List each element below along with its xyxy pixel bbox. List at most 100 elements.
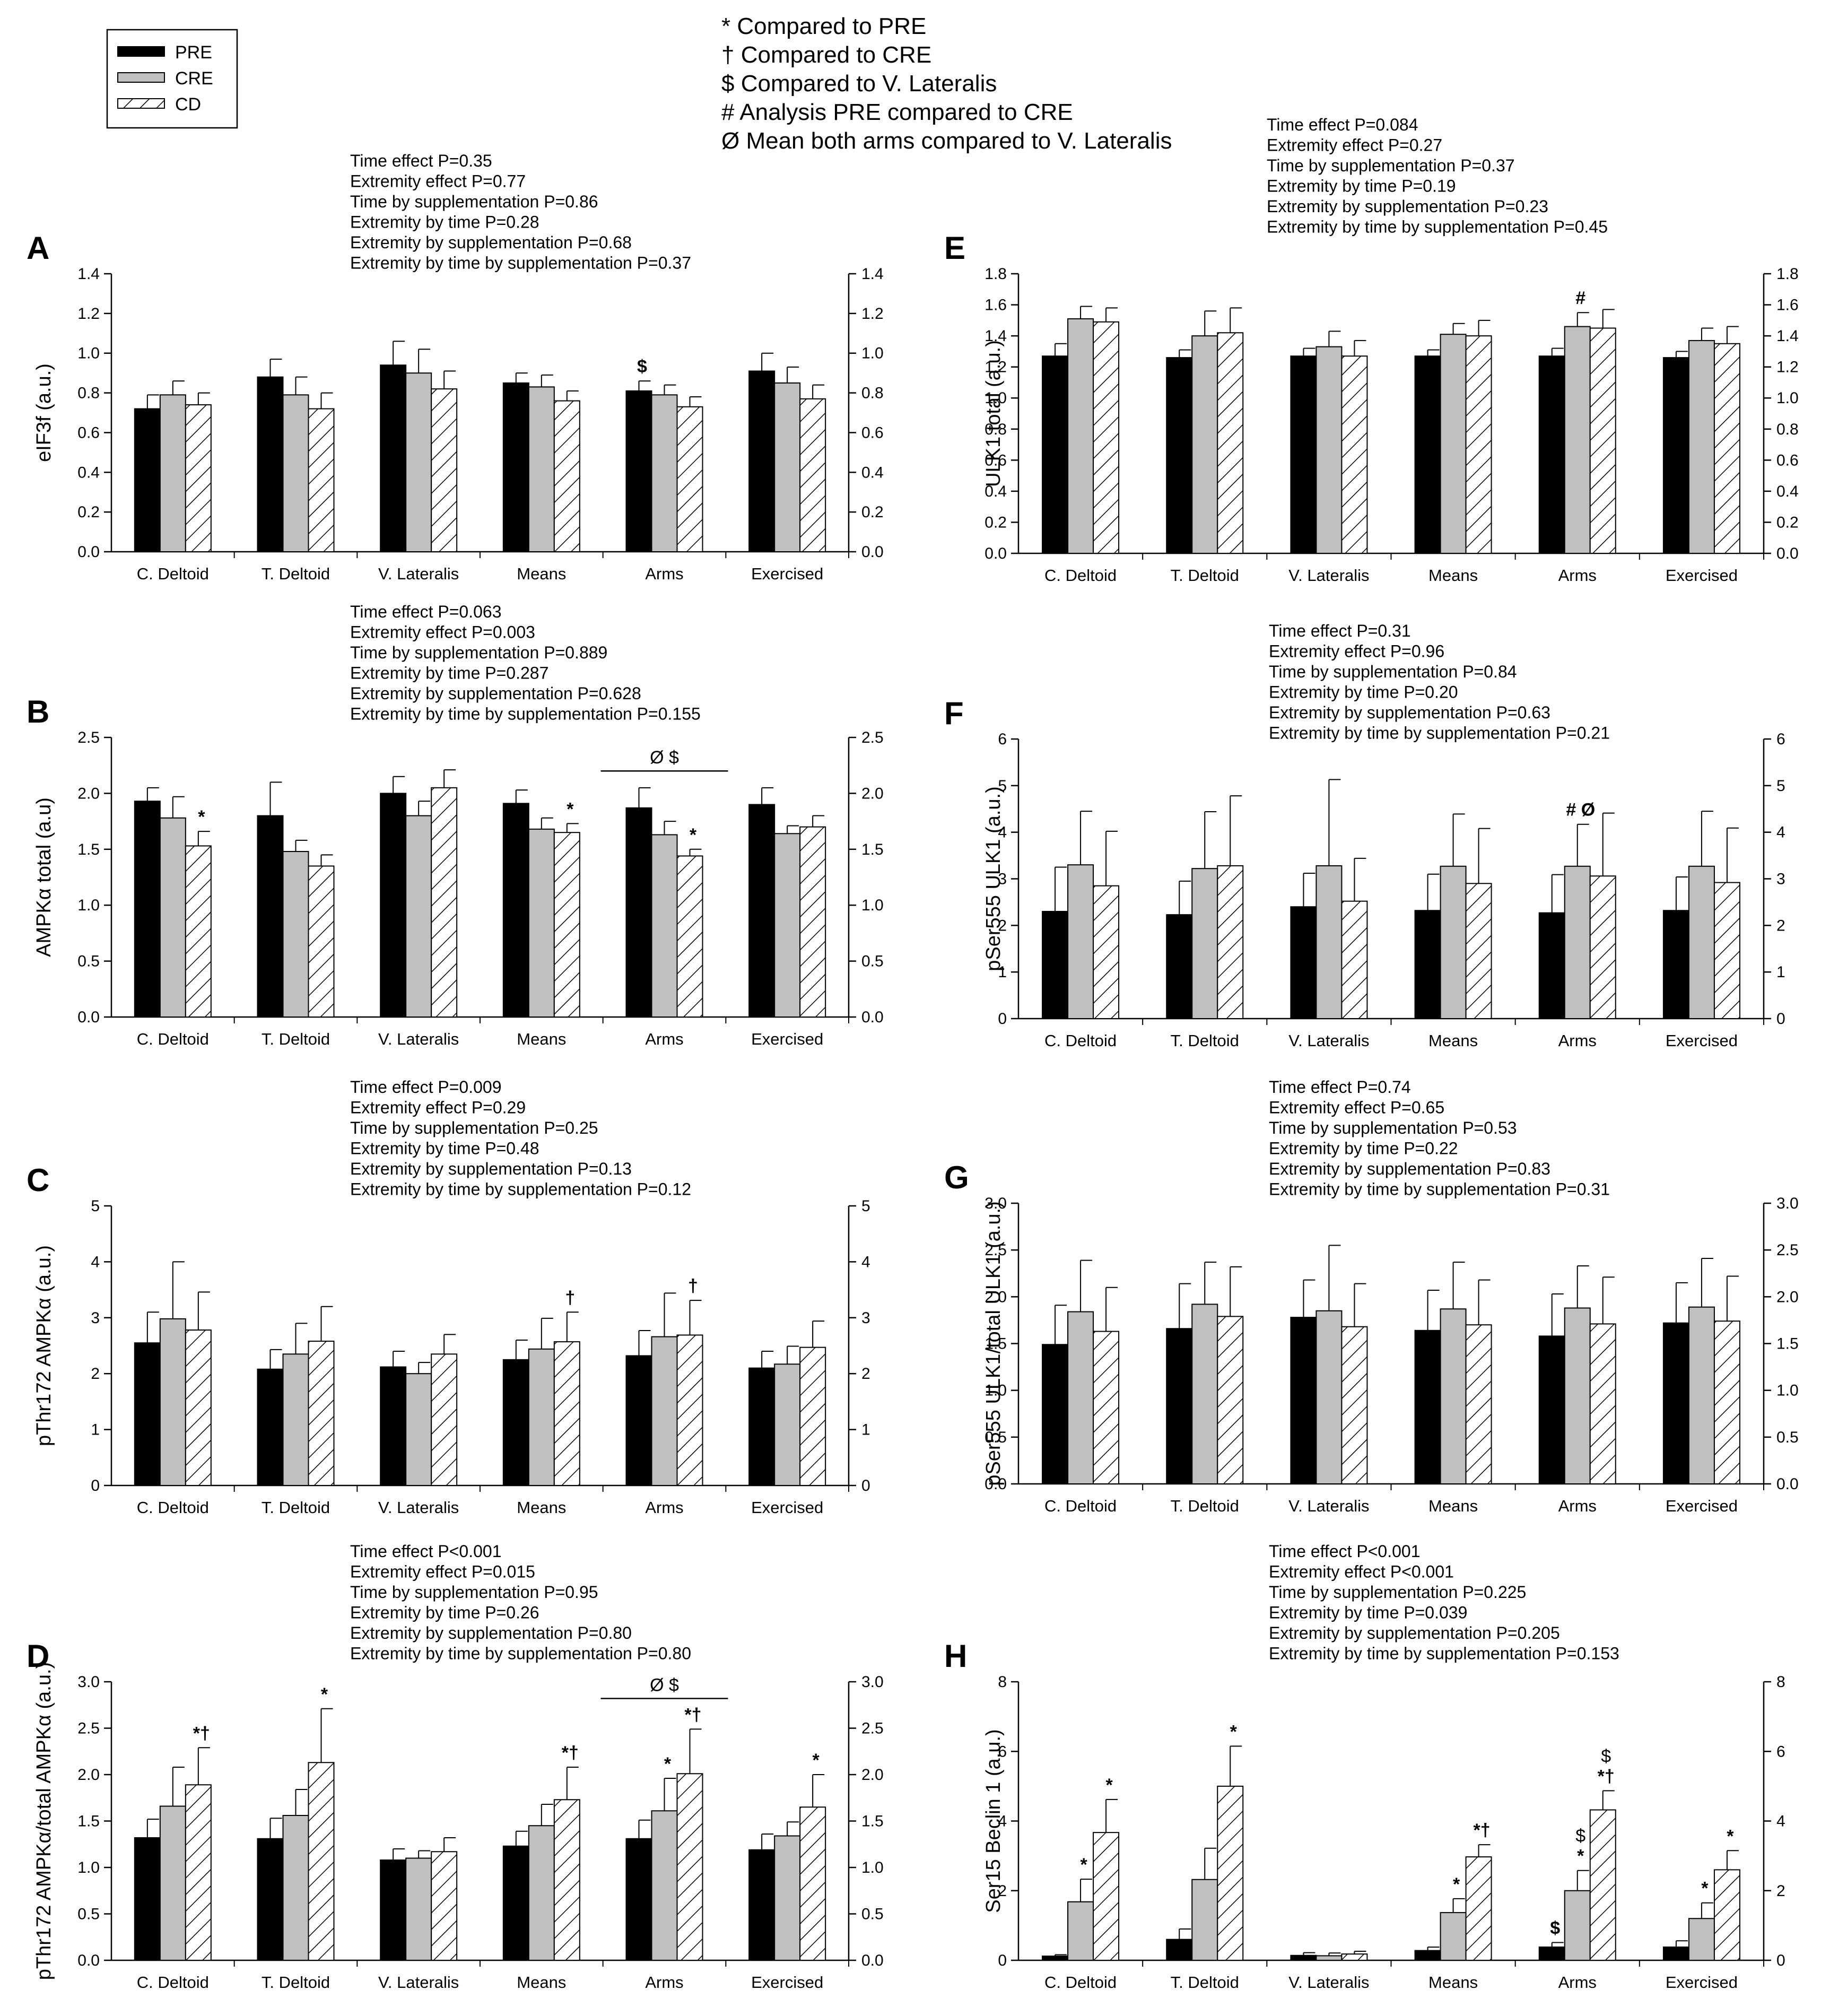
y-tick-label-right: 0.5 xyxy=(861,953,884,970)
bar-cre xyxy=(1440,334,1467,554)
stat-line: Extremity by supplementation P=0.83 xyxy=(1269,1159,1550,1178)
y-tick-label-left: 2 xyxy=(998,1882,1007,1900)
significance-mark: * xyxy=(1080,1855,1087,1875)
panel-letter: D xyxy=(27,1638,49,1674)
y-tick-label-left: 3 xyxy=(91,1309,100,1327)
stat-line: Extremity effect P=0.015 xyxy=(350,1562,535,1581)
x-category-label: Means xyxy=(517,1030,566,1048)
y-tick-label-left: 0.2 xyxy=(984,514,1007,531)
stat-line: Extremity by supplementation P=0.63 xyxy=(1269,703,1550,722)
bar-cd xyxy=(1589,327,1616,554)
panel-letter: H xyxy=(944,1638,967,1674)
bar-cre xyxy=(1564,865,1591,1020)
bar-pre xyxy=(1414,355,1441,554)
significance-mark: $ xyxy=(1601,1746,1611,1766)
panel-B: B Time effect P=0.063 Extremity effect P=0… xyxy=(27,602,884,1048)
stat-line: Extremity by time P=0.039 xyxy=(1269,1603,1467,1622)
bar-cre xyxy=(528,828,555,1018)
stat-line: Extremity by time by supplementation P=0… xyxy=(1269,1180,1610,1199)
bar-cre xyxy=(159,1318,186,1486)
stat-line: Extremity by time P=0.20 xyxy=(1269,683,1458,702)
y-tick-label-left: 1.2 xyxy=(984,359,1007,376)
bar-cd xyxy=(1341,1326,1368,1484)
stat-line: Extremity effect P=0.96 xyxy=(1269,642,1444,661)
y-tick-label-left: 1.0 xyxy=(77,1859,100,1876)
y-tick-label-right: 1.0 xyxy=(861,897,884,914)
y-tick-label-left: 1.4 xyxy=(77,265,100,283)
x-category-label: V. Lateralis xyxy=(1288,566,1369,585)
bar-pre xyxy=(1538,1335,1565,1484)
bar-cre xyxy=(159,394,186,552)
y-axis-label: pThr172 AMPKα/total AMPKα (a.u.) xyxy=(33,1662,55,1980)
y-tick-label-left: 1.5 xyxy=(77,1813,100,1830)
bar-cd xyxy=(1465,883,1492,1019)
stat-line: Extremity by time by supplementation P=0… xyxy=(1267,218,1608,237)
y-tick-label-left: 3.0 xyxy=(77,1673,100,1691)
bar-pre xyxy=(134,801,161,1018)
y-tick-label-left: 2.5 xyxy=(77,729,100,746)
x-category-label: Arms xyxy=(645,1973,683,1992)
bar-cd xyxy=(1465,1324,1492,1485)
x-category-label: C. Deltoid xyxy=(1044,1497,1117,1515)
bar-pre xyxy=(257,376,284,553)
y-tick-label-left: 1.6 xyxy=(984,297,1007,314)
bar-cre xyxy=(1688,340,1715,554)
stat-line: Time effect P=0.31 xyxy=(1269,621,1411,640)
stat-line: Time effect P=0.063 xyxy=(350,602,502,621)
bar-cre xyxy=(1191,335,1218,554)
significance-mark: $ xyxy=(1550,1918,1560,1939)
y-tick-label-right: 2.0 xyxy=(861,1766,884,1784)
stat-line: Extremity effect P=0.27 xyxy=(1267,136,1442,155)
y-tick-label-left: 1.0 xyxy=(77,345,100,362)
y-tick-label-right: 0 xyxy=(1776,1952,1785,1969)
y-axis-label: pSer555 ULK1 (a.u.) xyxy=(982,786,1005,971)
bar-cd xyxy=(1217,865,1244,1019)
panel-letter: F xyxy=(944,696,964,731)
bar-cre xyxy=(282,1353,309,1487)
y-tick-label-right: 1 xyxy=(1776,963,1785,981)
bar-cre xyxy=(282,1815,309,1961)
bar-cd xyxy=(553,832,580,1018)
bar-cre xyxy=(1067,1901,1094,1961)
significance-mark: * xyxy=(1453,1874,1460,1895)
bar-cre xyxy=(405,372,432,553)
bar-cre xyxy=(1315,865,1343,1019)
bar-pre xyxy=(1166,1328,1193,1484)
y-tick-label-left: 1.5 xyxy=(77,841,100,858)
y-tick-label-right: 0.8 xyxy=(1776,421,1799,438)
bar-pre xyxy=(748,1367,776,1486)
y-tick-label-right: 0.6 xyxy=(861,424,884,441)
bar-cd xyxy=(676,406,703,552)
y-tick-label-right: 4 xyxy=(1776,1813,1785,1830)
y-tick-label-left: 0.0 xyxy=(984,545,1007,562)
y-tick-label-right: 0.4 xyxy=(1776,483,1799,500)
bar-pre xyxy=(1042,355,1069,554)
y-axis-label: eIF3f (a.u.) xyxy=(33,363,55,462)
significance-mark: *† xyxy=(1598,1766,1615,1786)
bar-cd xyxy=(1093,1832,1120,1961)
bar-pre xyxy=(1662,357,1689,554)
bar-pre xyxy=(134,408,161,552)
bar-cd xyxy=(185,1784,212,1961)
bar-cre xyxy=(528,1348,555,1486)
legend-swatch-cd xyxy=(117,98,165,109)
stat-line: Extremity effect P=0.77 xyxy=(350,172,526,191)
bar-cre xyxy=(1067,864,1094,1020)
bar-cre xyxy=(159,1805,186,1961)
bar-pre xyxy=(748,370,776,553)
stat-line: Time by supplementation P=0.225 xyxy=(1269,1583,1526,1602)
x-category-label: V. Lateralis xyxy=(1288,1031,1369,1050)
bar-cre xyxy=(528,1825,555,1961)
significance-mark: # xyxy=(1575,288,1585,308)
bar-cd xyxy=(308,1762,335,1961)
legend-label-pre: PRE xyxy=(175,42,212,63)
y-tick-label-left: 1.0 xyxy=(984,1382,1007,1400)
x-category-label: Exercised xyxy=(1666,566,1738,585)
stat-line: Time by supplementation P=0.86 xyxy=(350,192,598,211)
significance-mark: * xyxy=(1701,1879,1709,1899)
legend: PRE CRE CD xyxy=(106,29,238,129)
stat-line: Time by supplementation P=0.37 xyxy=(1267,156,1515,175)
stat-line: Time by supplementation P=0.25 xyxy=(350,1118,598,1137)
x-category-label: Exercised xyxy=(751,1030,823,1048)
y-tick-label-right: 1.2 xyxy=(1776,359,1799,376)
